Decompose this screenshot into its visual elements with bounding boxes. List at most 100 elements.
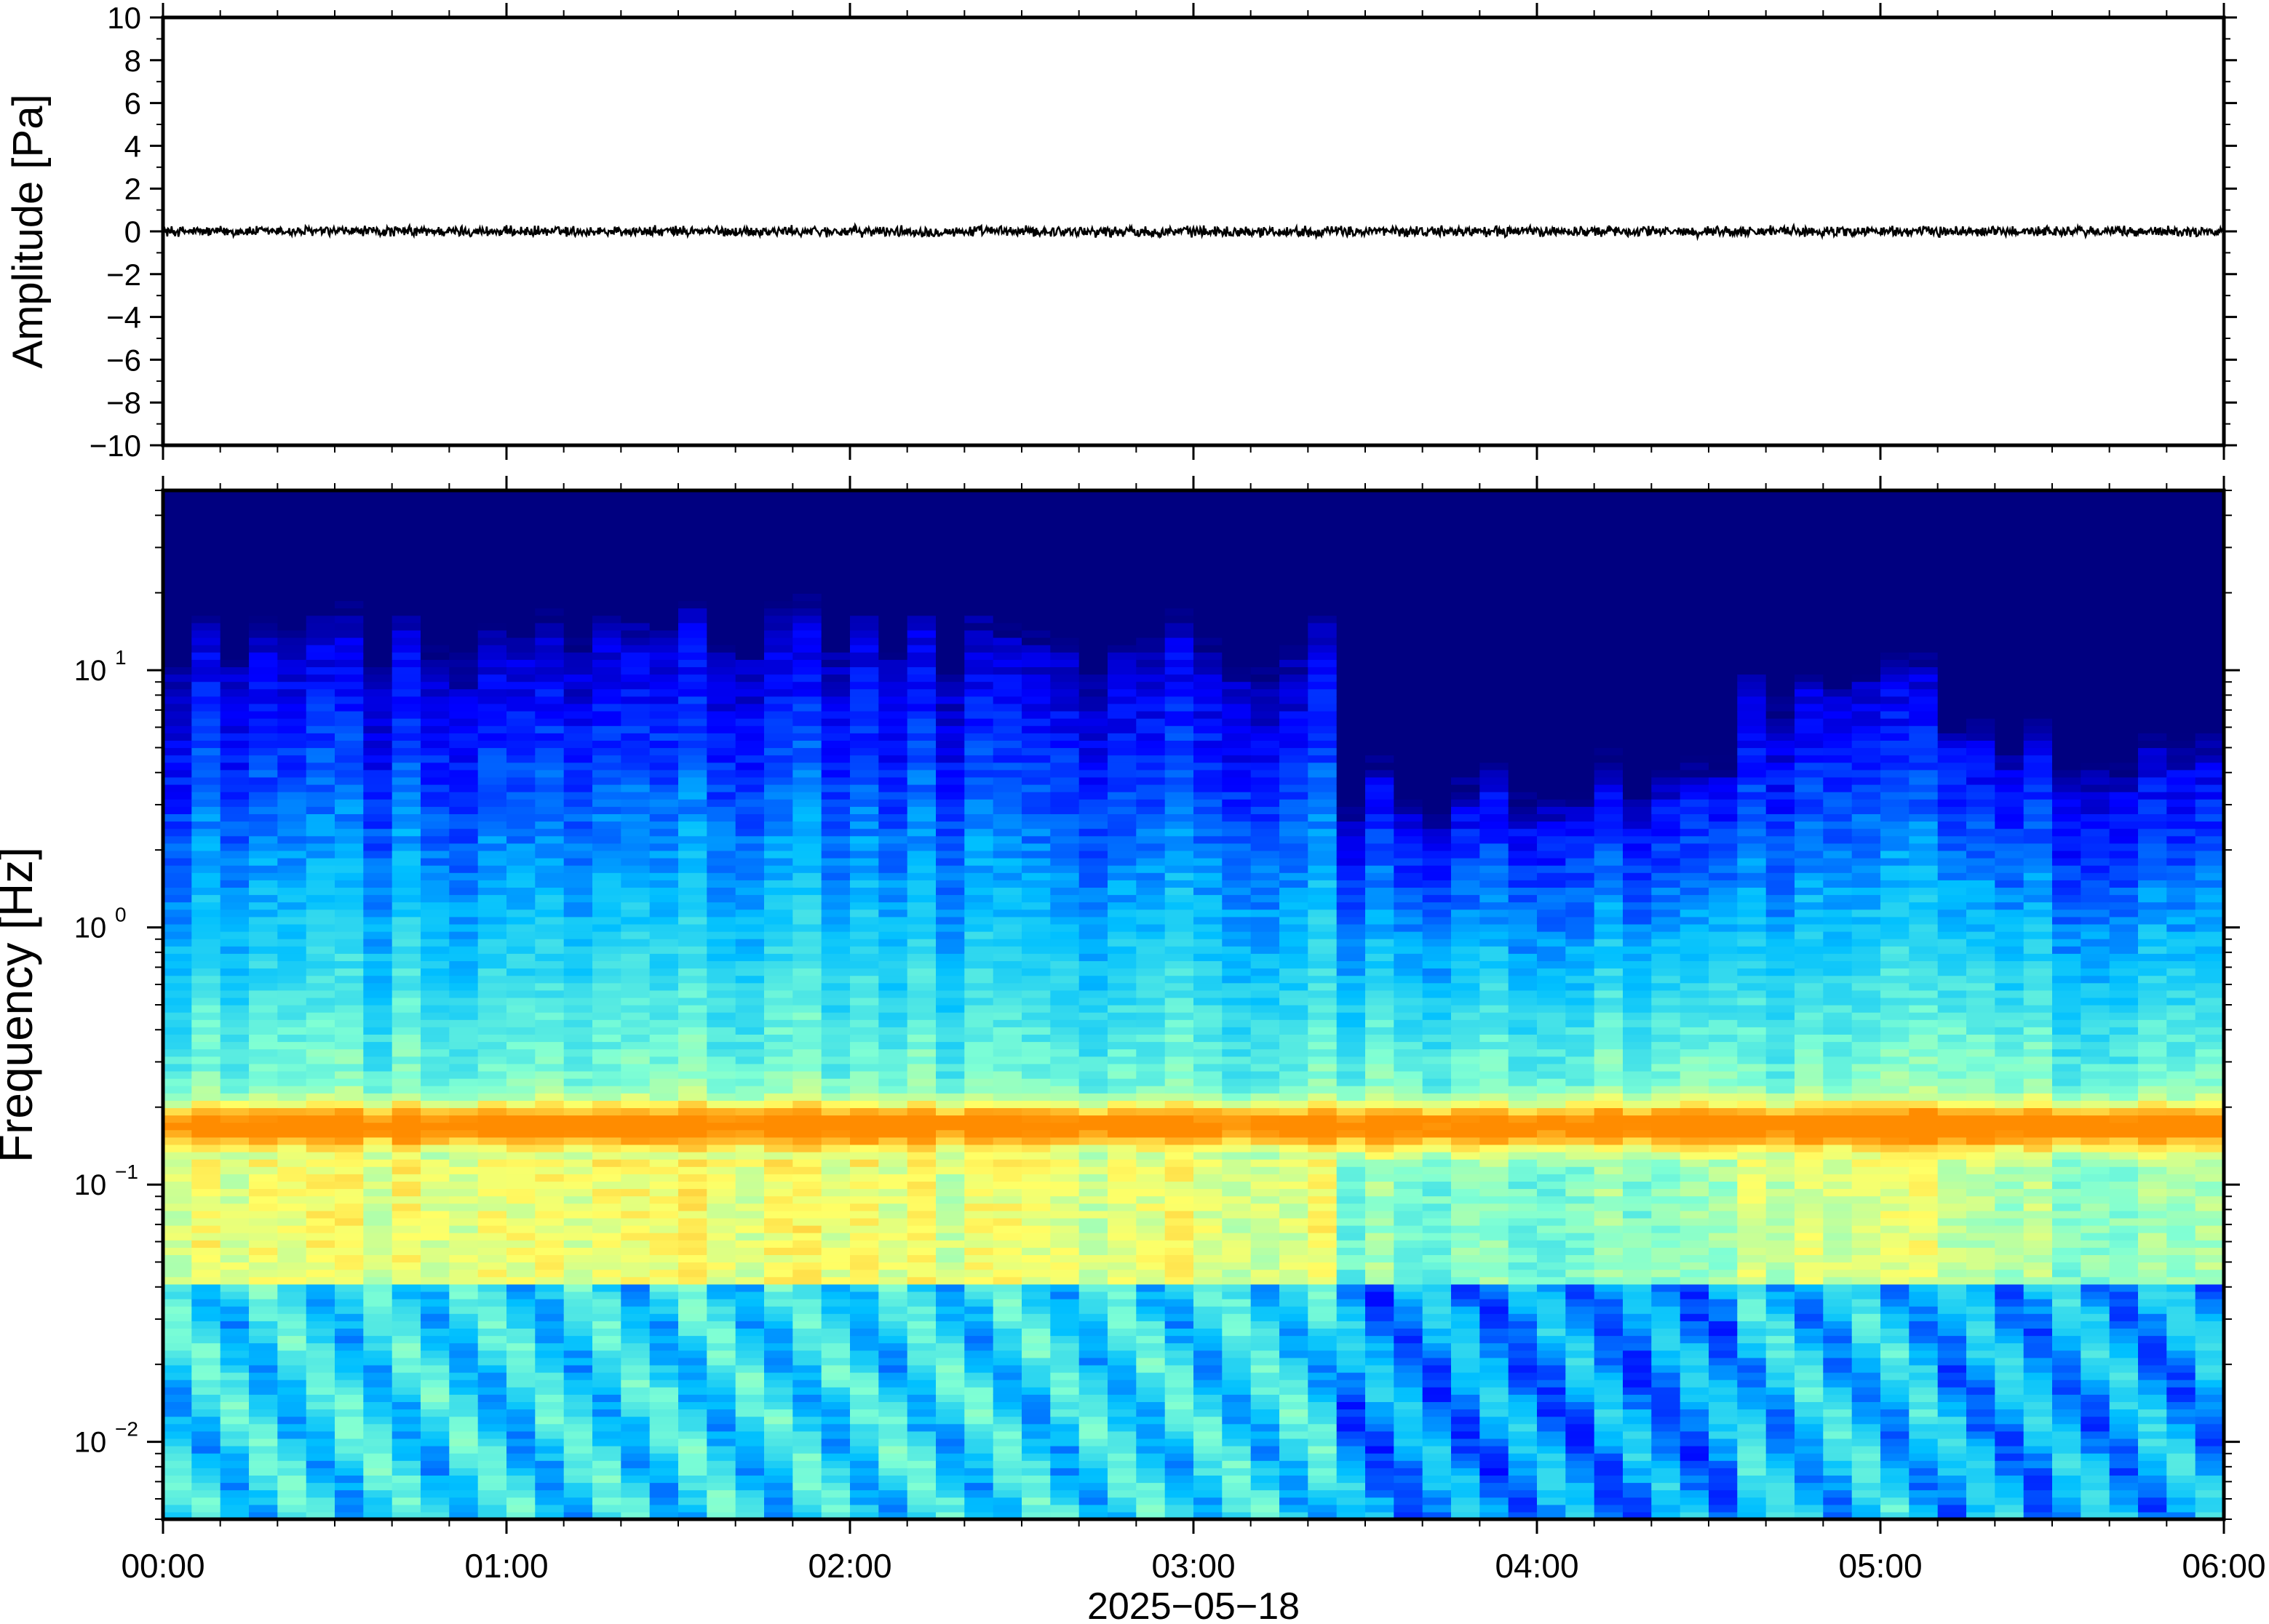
spectrogram-cell — [1050, 1313, 1080, 1321]
spectrogram-cell — [1136, 1152, 1166, 1160]
spectrogram-cell — [964, 975, 994, 984]
spectrogram-cell — [592, 556, 621, 565]
spectrogram-cell — [1164, 1387, 1194, 1395]
spectrogram-cell — [649, 813, 679, 822]
spectrogram-cell — [1136, 1019, 1166, 1027]
spectrogram-cell — [993, 894, 1022, 903]
spectrogram-cell — [506, 982, 536, 991]
spectrogram-cell — [1022, 1468, 1051, 1476]
spectrogram-cell — [735, 1372, 765, 1380]
spectrogram-cell — [306, 799, 335, 807]
spectrogram-cell — [707, 1460, 736, 1468]
spectrogram-cell — [964, 769, 994, 778]
spectrogram-cell — [363, 1217, 393, 1226]
spectrogram-cell — [907, 828, 937, 837]
spectrogram-cell — [535, 541, 565, 550]
spectrogram-cell — [1108, 901, 1137, 910]
spectrogram-cell — [535, 909, 565, 918]
spectrogram-cell — [678, 1438, 707, 1446]
spectrogram-cell — [1078, 1048, 1108, 1057]
spectrogram-cell — [964, 733, 994, 741]
spectrogram-cell — [735, 1497, 765, 1505]
spectrogram-cell — [707, 909, 736, 918]
spectrogram-cell — [477, 1364, 507, 1373]
spectrogram-cell — [277, 968, 307, 976]
spectrogram-cell — [191, 1430, 221, 1439]
spectrogram-cell — [964, 1217, 994, 1226]
spectrogram-cell — [678, 1409, 707, 1417]
spectrogram-cell — [1078, 901, 1108, 910]
spectrogram-cell — [421, 1159, 450, 1167]
spectrogram-cell — [1050, 1350, 1080, 1358]
spectrogram-cell — [678, 1217, 707, 1226]
spectrogram-cell — [649, 1394, 679, 1402]
spectrogram-cell — [335, 593, 364, 602]
spectrogram-cell — [821, 1086, 851, 1094]
spectrogram-cell — [821, 1401, 851, 1410]
spectrogram-cell — [993, 769, 1022, 778]
spectrogram-cell — [163, 1041, 192, 1050]
spectrogram-cell — [592, 1269, 621, 1278]
spectrogram-cell — [306, 916, 335, 925]
spectrogram-cell — [449, 541, 479, 550]
spectrogram-cell — [621, 549, 651, 557]
spectrogram-cell — [878, 1468, 908, 1476]
spectrogram-cell — [936, 681, 965, 690]
spectrogram-cell — [878, 718, 908, 726]
spectrogram-cell — [535, 784, 565, 792]
spectrogram-cell — [621, 1342, 651, 1351]
spectrogram-cell — [649, 1291, 679, 1299]
spectrogram-cell — [649, 578, 679, 586]
spectrogram-cell — [707, 1482, 736, 1491]
spectrogram-cell — [1193, 1078, 1223, 1086]
spectrogram-cell — [907, 1306, 937, 1314]
spectrogram-cell — [1164, 578, 1194, 586]
spectrogram-cell — [1050, 975, 1080, 984]
spectrogram-cell — [363, 799, 393, 807]
spectrogram-cell — [1078, 1269, 1108, 1278]
spectrogram-cell — [850, 1056, 879, 1064]
spectrogram-cell — [535, 1233, 565, 1241]
spectrogram-cell — [850, 652, 879, 660]
spectrogram-cell — [277, 578, 307, 586]
spectrogram-cell — [592, 666, 621, 675]
spectrogram-cell — [936, 1247, 965, 1255]
spectrogram-cell — [1050, 755, 1080, 763]
spectrogram-cell — [220, 1468, 250, 1476]
spectrogram-cell — [1108, 1335, 1137, 1344]
spectrogram-cell — [277, 1468, 307, 1476]
spectrogram-cell — [936, 1497, 965, 1505]
spectrogram-cell — [592, 652, 621, 660]
spectrogram-cell — [936, 982, 965, 991]
spectrogram-cell — [477, 696, 507, 704]
spectrogram-cell — [163, 1387, 192, 1395]
spectrogram-cell — [649, 1511, 679, 1519]
spectrogram-cell — [1050, 887, 1080, 896]
spectrogram-cell — [1108, 615, 1137, 624]
spectrogram-cell — [964, 1511, 994, 1519]
spectrogram-cell — [907, 1342, 937, 1351]
spectrogram-cell — [964, 887, 994, 896]
spectrogram-cell — [535, 1122, 565, 1131]
spectrogram-cell — [306, 637, 335, 645]
spectrogram-cell — [449, 939, 479, 947]
spectrogram-cell — [878, 1380, 908, 1388]
spectrogram-cell — [1050, 1460, 1080, 1468]
spectrogram-cell — [850, 1446, 879, 1454]
spectrogram-cell — [277, 1269, 307, 1278]
spectrogram-cell — [1164, 1504, 1194, 1513]
spectrogram-cell — [649, 776, 679, 785]
spectrogram-cell — [563, 740, 593, 749]
spectrogram-cell — [277, 975, 307, 984]
spectrogram-cell — [621, 645, 651, 653]
spectrogram-cell — [936, 578, 965, 586]
spectrogram-cell — [220, 792, 250, 800]
spectrogram-cell — [249, 629, 278, 638]
spectrogram-cell — [1193, 1063, 1223, 1072]
spectrogram-cell — [335, 1276, 364, 1285]
spectrogram-cell — [306, 747, 335, 756]
spectrogram-cell — [792, 1504, 822, 1513]
spectrogram-cell — [1193, 1093, 1223, 1101]
spectrogram-cell — [1078, 1468, 1108, 1476]
spectrogram-cell — [907, 733, 937, 741]
